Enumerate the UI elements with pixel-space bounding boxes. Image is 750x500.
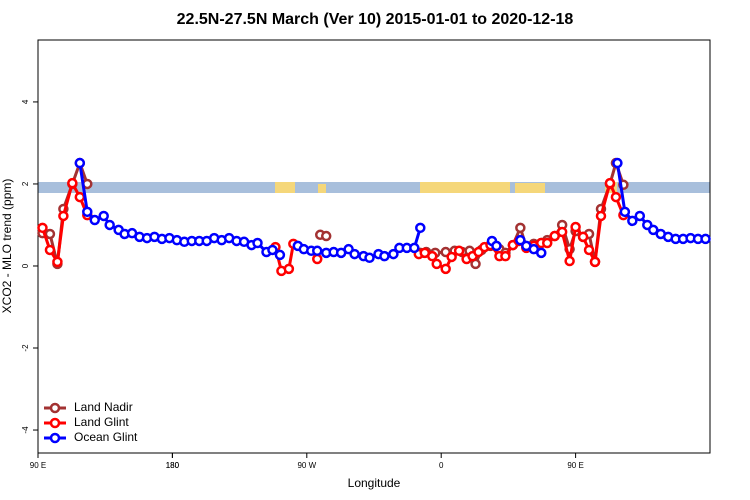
- data-point: [415, 222, 426, 234]
- data-point: [570, 221, 581, 233]
- land-band: [318, 184, 326, 193]
- data-point: [252, 237, 263, 249]
- y-tick-label: -2: [21, 344, 30, 352]
- data-point: [409, 242, 420, 254]
- data-point: [44, 244, 56, 256]
- data-point: [446, 251, 457, 263]
- data-point: [312, 253, 323, 265]
- data-point: [274, 249, 286, 261]
- data-point: [634, 210, 646, 222]
- data-point: [364, 252, 375, 264]
- data-point: [619, 206, 631, 218]
- y-tick-label: -4: [21, 426, 30, 434]
- data-point: [700, 233, 711, 245]
- data-point: [515, 222, 526, 234]
- data-point: [312, 245, 323, 257]
- x-tick-label: 180: [166, 461, 180, 470]
- data-point: [431, 258, 442, 270]
- data-point: [556, 226, 568, 238]
- legend-label: Land Glint: [74, 415, 129, 429]
- x-tick-label: 180: [166, 461, 180, 470]
- y-tick-label: 4: [21, 99, 30, 104]
- data-point: [500, 250, 511, 262]
- data-point: [89, 214, 100, 226]
- y-tick-label: 2: [21, 181, 30, 186]
- data-point: [648, 224, 659, 236]
- data-point: [388, 248, 399, 260]
- land-band: [275, 182, 295, 193]
- legend-label: Land Nadir: [74, 400, 133, 414]
- x-tick-label: 90 W: [297, 461, 316, 470]
- data-point: [589, 256, 601, 268]
- legend-swatch-point: [49, 432, 61, 444]
- data-point: [104, 219, 115, 231]
- data-point: [426, 250, 438, 262]
- x-tick-label: 90 E: [567, 461, 583, 470]
- data-point: [564, 255, 575, 267]
- data-point: [283, 263, 295, 275]
- data-point: [612, 157, 623, 169]
- plot-frame: [37, 39, 711, 454]
- ocean-band: [38, 182, 710, 193]
- data-point: [610, 191, 622, 203]
- data-point: [453, 245, 465, 257]
- data-point: [67, 177, 78, 189]
- data-point: [267, 244, 278, 256]
- data-point: [595, 210, 607, 222]
- data-point: [44, 228, 56, 240]
- x-axis-label: Longitude: [348, 476, 401, 490]
- data-point: [577, 231, 589, 243]
- data-point: [515, 234, 526, 246]
- data-point: [74, 157, 86, 169]
- data-point: [627, 215, 638, 227]
- x-tick-label: 0: [439, 461, 444, 470]
- data-point: [98, 210, 109, 222]
- x-tick-label: 90 E: [30, 461, 46, 470]
- data-point: [320, 230, 332, 242]
- data-point: [541, 237, 553, 249]
- data-point: [491, 240, 502, 252]
- data-point: [58, 210, 69, 222]
- land-band: [515, 183, 545, 193]
- data-point: [82, 206, 93, 218]
- y-axis-label: XCO2 - MLO trend (ppm): [0, 179, 14, 314]
- data-point: [379, 250, 390, 262]
- data-point: [52, 256, 63, 268]
- data-point: [37, 222, 48, 234]
- data-point: [583, 244, 595, 256]
- chart-title: 22.5N-27.5N March (Ver 10) 2015-01-01 to…: [177, 11, 574, 28]
- y-tick-label: 0: [21, 263, 30, 268]
- legend-label: Ocean Glint: [74, 430, 138, 444]
- land-band: [420, 182, 510, 193]
- legend-swatch-point: [49, 402, 61, 414]
- data-point: [604, 177, 616, 189]
- series-line: [41, 181, 625, 273]
- data-point: [349, 248, 360, 260]
- data-point: [549, 230, 560, 242]
- legend-swatch-point: [49, 417, 61, 429]
- data-point: [440, 263, 451, 275]
- data-point: [74, 191, 86, 203]
- data-point: [536, 247, 547, 259]
